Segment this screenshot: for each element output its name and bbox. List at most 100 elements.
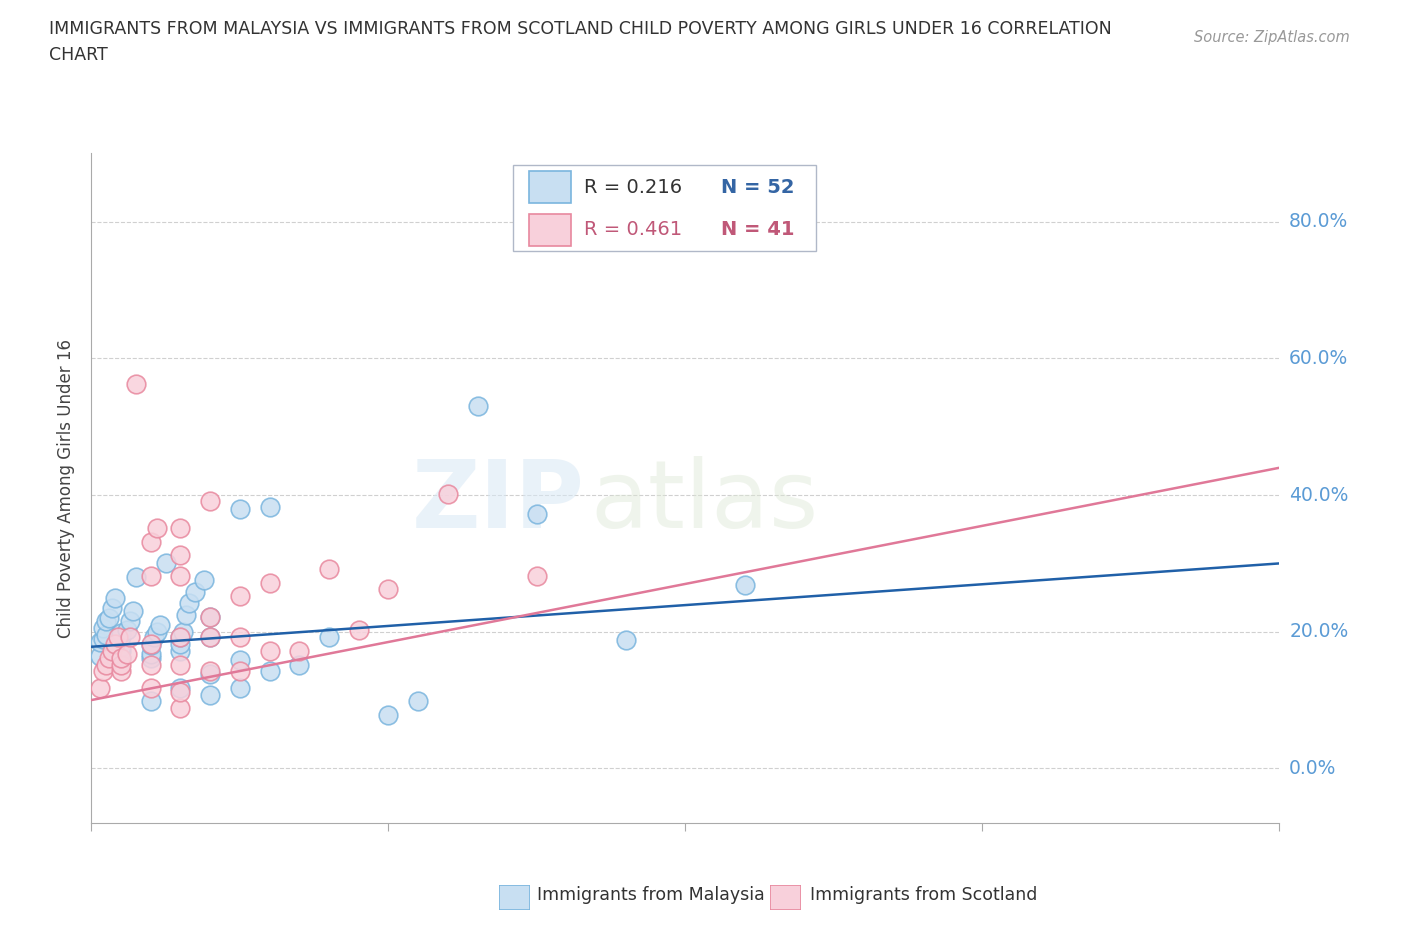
Point: [176, 607, 198, 622]
Point: [179, 595, 201, 610]
Point: [184, 585, 207, 600]
Point: [110, 650, 132, 665]
Text: R = 0.216: R = 0.216: [585, 178, 682, 196]
Text: 60.0%: 60.0%: [1289, 349, 1348, 368]
Point: [98, 611, 121, 626]
Point: [139, 646, 162, 661]
Point: [101, 644, 124, 658]
FancyBboxPatch shape: [529, 214, 571, 246]
Text: 20.0%: 20.0%: [1289, 622, 1348, 642]
Point: [110, 639, 132, 654]
Point: [169, 701, 191, 716]
Point: [139, 681, 162, 696]
Point: [118, 630, 141, 644]
Point: [200, 664, 222, 679]
Point: [229, 664, 252, 679]
Text: 0.0%: 0.0%: [1289, 759, 1337, 777]
Point: [110, 650, 132, 665]
Point: [139, 534, 162, 549]
Point: [107, 630, 129, 644]
Point: [614, 632, 637, 647]
Point: [377, 582, 399, 597]
Point: [104, 637, 127, 652]
Point: [98, 650, 121, 665]
Point: [89, 648, 111, 663]
Point: [169, 644, 191, 658]
Point: [139, 650, 162, 665]
Point: [259, 644, 281, 658]
Point: [436, 486, 458, 501]
Point: [101, 601, 124, 616]
Point: [139, 694, 162, 709]
Point: [526, 507, 548, 522]
Text: R = 0.461: R = 0.461: [585, 220, 682, 239]
Point: [200, 609, 222, 624]
Point: [347, 623, 370, 638]
Point: [169, 637, 191, 652]
Y-axis label: Child Poverty Among Girls Under 16: Child Poverty Among Girls Under 16: [58, 339, 76, 638]
Text: ZIP: ZIP: [412, 456, 585, 548]
Point: [96, 614, 118, 629]
Point: [110, 630, 132, 644]
Text: CHART: CHART: [49, 46, 108, 64]
Text: 80.0%: 80.0%: [1289, 212, 1348, 232]
Point: [200, 493, 222, 508]
FancyBboxPatch shape: [513, 165, 815, 250]
Point: [110, 658, 132, 672]
Point: [406, 694, 429, 709]
Point: [229, 653, 252, 668]
Text: N = 41: N = 41: [721, 220, 794, 239]
FancyBboxPatch shape: [529, 171, 571, 203]
Text: Immigrants from Malaysia: Immigrants from Malaysia: [537, 885, 765, 904]
Point: [229, 681, 252, 696]
Point: [172, 624, 194, 639]
Point: [115, 646, 138, 661]
Point: [259, 500, 281, 515]
Point: [288, 658, 311, 672]
Text: Immigrants from Scotland: Immigrants from Scotland: [810, 885, 1038, 904]
Point: [91, 664, 114, 679]
Point: [89, 634, 111, 649]
Point: [110, 626, 132, 641]
Text: N = 52: N = 52: [721, 178, 794, 196]
Point: [467, 399, 489, 414]
Point: [145, 624, 167, 639]
Point: [288, 644, 311, 658]
Point: [200, 667, 222, 682]
Point: [139, 638, 162, 653]
Point: [169, 630, 191, 644]
Point: [229, 589, 252, 604]
Text: Source: ZipAtlas.com: Source: ZipAtlas.com: [1194, 30, 1350, 45]
Point: [169, 521, 191, 536]
Point: [229, 501, 252, 516]
Point: [169, 568, 191, 583]
Point: [200, 687, 222, 702]
Point: [125, 377, 148, 392]
Point: [89, 681, 111, 696]
Point: [318, 562, 340, 577]
Point: [139, 568, 162, 583]
Point: [169, 658, 191, 672]
Point: [125, 570, 148, 585]
Point: [169, 684, 191, 699]
Point: [110, 664, 132, 679]
Text: 40.0%: 40.0%: [1289, 485, 1348, 505]
Point: [91, 621, 114, 636]
Point: [169, 681, 191, 696]
Point: [149, 618, 172, 632]
Point: [200, 609, 222, 624]
Point: [110, 644, 132, 658]
Point: [259, 664, 281, 679]
Point: [145, 521, 167, 536]
Point: [142, 630, 165, 644]
Point: [122, 604, 145, 618]
Text: atlas: atlas: [591, 456, 818, 548]
Point: [377, 708, 399, 723]
Point: [115, 623, 138, 638]
Point: [734, 578, 756, 592]
Point: [229, 630, 252, 644]
Point: [259, 575, 281, 590]
Point: [96, 628, 118, 643]
Point: [139, 658, 162, 672]
Point: [91, 631, 114, 646]
